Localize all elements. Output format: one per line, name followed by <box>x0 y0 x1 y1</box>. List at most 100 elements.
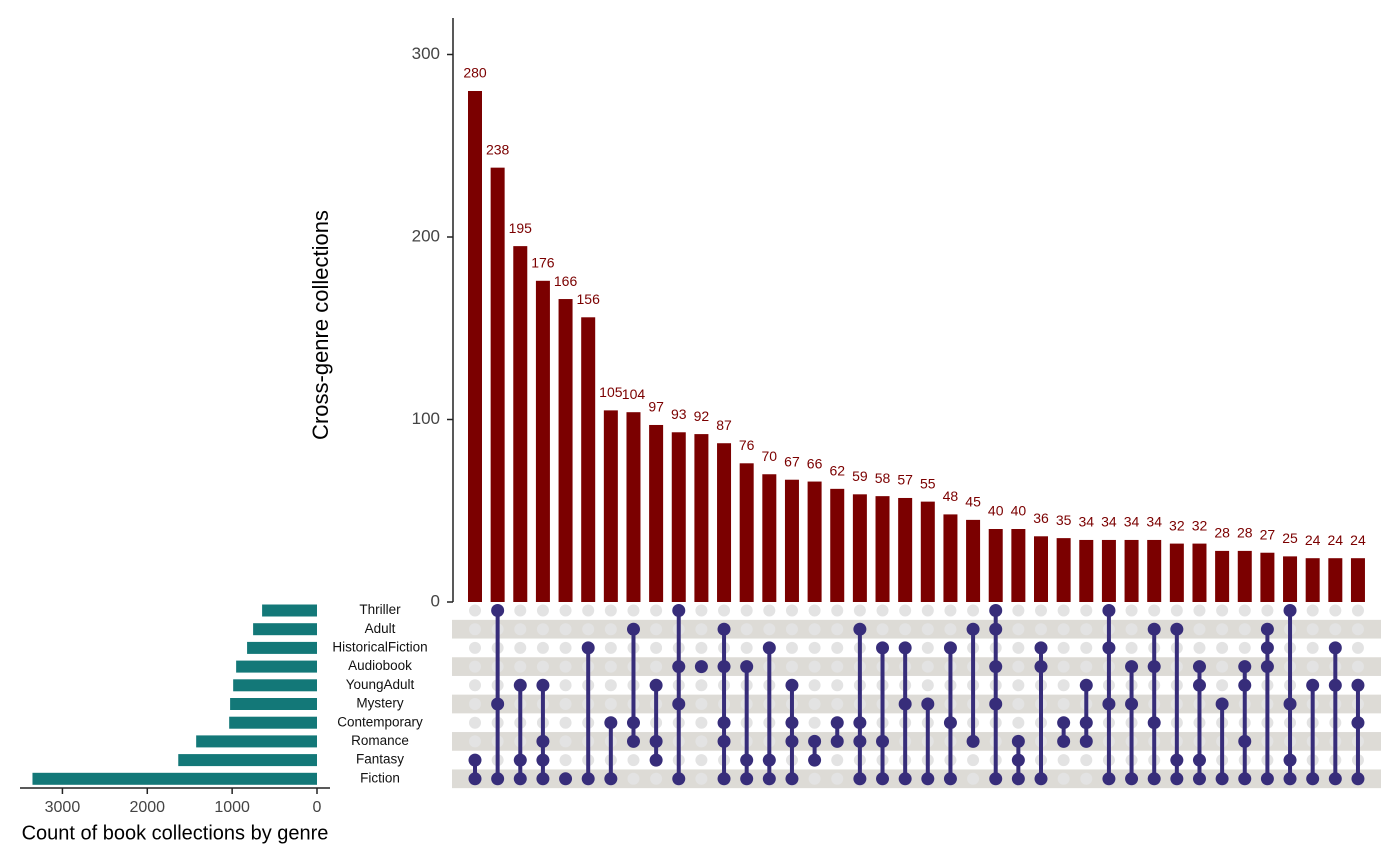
member-dot <box>1170 753 1184 767</box>
empty-dot <box>1216 604 1229 617</box>
empty-dot <box>1057 679 1070 692</box>
member-dot <box>943 716 957 730</box>
bar <box>1101 539 1116 602</box>
member-dot <box>1215 772 1229 786</box>
bar-label: 25 <box>1282 530 1298 546</box>
empty-dot <box>1080 754 1093 767</box>
member-dot <box>1238 678 1252 692</box>
bar-label: 59 <box>852 468 868 484</box>
empty-dot <box>695 735 708 748</box>
member-dot <box>1260 660 1274 674</box>
member-dot <box>717 772 731 786</box>
member-dot <box>468 772 482 786</box>
bar-label: 57 <box>897 472 913 488</box>
bar <box>1169 543 1184 602</box>
member-dot <box>1260 641 1274 655</box>
empty-dot <box>1080 623 1093 636</box>
set-bar <box>247 641 317 654</box>
empty-dot <box>559 735 572 748</box>
empty-dot <box>627 754 640 767</box>
member-dot <box>717 622 731 636</box>
empty-dot <box>582 604 595 617</box>
bar-label: 32 <box>1169 517 1185 533</box>
member-dot <box>1215 697 1229 711</box>
member-dot <box>1011 753 1025 767</box>
empty-dot <box>718 604 731 617</box>
bar-label: 87 <box>716 417 732 433</box>
bar-label: 28 <box>1214 525 1230 541</box>
empty-dot <box>785 660 798 673</box>
member-dot <box>1328 678 1342 692</box>
member-dot <box>830 734 844 748</box>
empty-dot <box>1306 623 1319 636</box>
member-dot <box>853 716 867 730</box>
empty-dot <box>469 679 481 692</box>
bar-label: 62 <box>829 463 845 479</box>
member-dot <box>626 734 640 748</box>
member-dot <box>921 772 935 786</box>
bar-label: 93 <box>671 406 687 422</box>
empty-dot <box>1012 660 1025 673</box>
empty-dot <box>650 641 663 654</box>
empty-dot <box>1080 641 1093 654</box>
empty-dot <box>695 679 708 692</box>
member-dot <box>1260 622 1274 636</box>
member-dot <box>1238 660 1252 674</box>
empty-dot <box>1216 679 1229 692</box>
empty-dot <box>808 641 821 654</box>
bar <box>1011 529 1026 602</box>
member-dot <box>1283 772 1297 786</box>
bar <box>717 443 732 602</box>
empty-dot <box>582 623 595 636</box>
member-dot <box>1079 716 1093 730</box>
empty-dot <box>921 679 934 692</box>
member-dot <box>626 622 640 636</box>
empty-dot <box>1012 716 1025 729</box>
set-label: Romance <box>351 733 409 748</box>
bar <box>966 519 981 602</box>
member-dot <box>943 641 957 655</box>
member-dot <box>513 772 527 786</box>
member-dot <box>1034 660 1048 674</box>
empty-dot <box>1329 604 1342 617</box>
bar-label: 166 <box>554 273 578 289</box>
set-label: HistoricalFiction <box>332 639 427 654</box>
bar-label: 48 <box>943 488 959 504</box>
set-bar <box>230 698 317 710</box>
empty-dot <box>1351 641 1364 654</box>
empty-dot <box>559 716 572 729</box>
bar-label: 58 <box>875 470 891 486</box>
empty-dot <box>695 623 708 636</box>
empty-dot <box>921 604 934 617</box>
member-dot <box>1147 772 1161 786</box>
member-dot <box>989 622 1003 636</box>
empty-dot <box>650 604 663 617</box>
bar-label: 195 <box>509 220 533 236</box>
empty-dot <box>1057 660 1070 673</box>
member-dot <box>581 641 595 655</box>
member-dot <box>1283 604 1297 617</box>
empty-dot <box>1351 623 1364 636</box>
empty-dot <box>1035 604 1047 617</box>
member-dot <box>672 660 686 674</box>
empty-dot <box>1012 641 1025 654</box>
set-label: Fiction <box>360 770 400 785</box>
empty-dot <box>604 660 617 673</box>
set-label: Contemporary <box>337 714 423 729</box>
member-dot <box>1147 622 1161 636</box>
bar <box>1350 558 1365 602</box>
bar <box>1260 552 1275 602</box>
bar <box>535 280 550 602</box>
bar <box>1034 536 1048 602</box>
empty-dot <box>1193 604 1206 617</box>
bar <box>1147 539 1162 602</box>
member-dot <box>1192 678 1206 692</box>
bar <box>830 488 845 602</box>
bar-label: 156 <box>577 291 601 307</box>
bar <box>490 167 505 602</box>
bar <box>626 412 641 602</box>
row-stripe <box>452 732 1381 751</box>
empty-dot <box>695 604 708 617</box>
row-stripe <box>452 694 1381 714</box>
empty-dot <box>1351 660 1364 673</box>
